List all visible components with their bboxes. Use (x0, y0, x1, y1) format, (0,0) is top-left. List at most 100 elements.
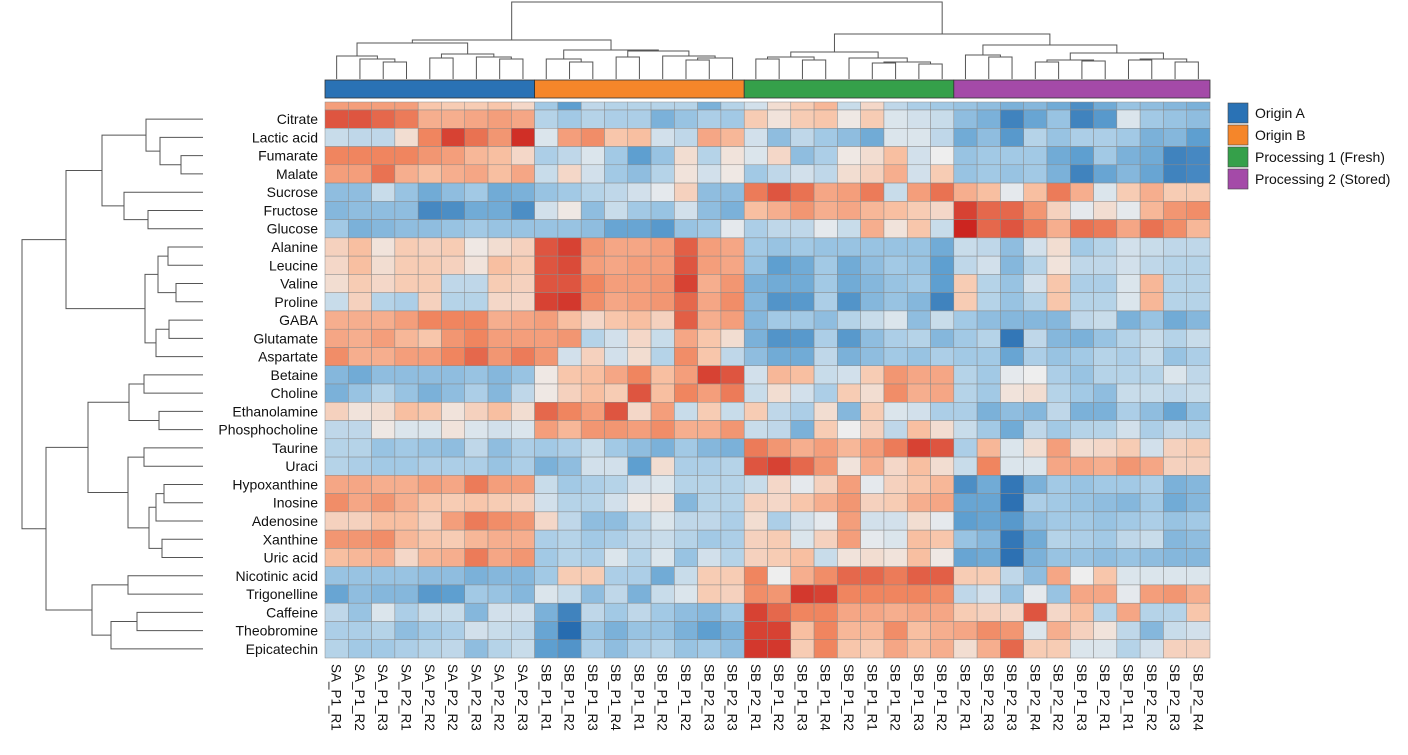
heatmap-cell (557, 146, 582, 166)
column-dendrogram (336, 1, 1199, 79)
heatmap-cell (1163, 602, 1187, 622)
heatmap-cell (953, 347, 978, 366)
heatmap-cell (697, 292, 722, 312)
heatmap-cell (487, 128, 512, 147)
heatmap-cell (906, 109, 931, 129)
heatmap-cell (627, 438, 652, 458)
row-label: Taurine (272, 440, 318, 456)
heatmap-cell (767, 548, 792, 567)
heatmap-cell (1023, 529, 1048, 549)
heatmap-cell (1023, 146, 1048, 166)
heatmap-cell (976, 101, 1001, 111)
row-label: Malate (276, 166, 318, 182)
heatmap-cell (837, 456, 861, 476)
legend-label: Processing 1 (Fresh) (1255, 149, 1385, 165)
heatmap-cell (1000, 566, 1024, 586)
heatmap-cell (1000, 274, 1024, 293)
heatmap-cell (906, 639, 931, 659)
heatmap-cell (720, 529, 745, 549)
heatmap-cell (697, 402, 722, 421)
heatmap-cell (837, 493, 861, 513)
heatmap-cell (1070, 383, 1094, 403)
column-label: SB_P1_R3 (585, 664, 600, 731)
heatmap-cell (1163, 164, 1187, 184)
row-label: Ethanolamine (232, 403, 318, 419)
heatmap-cell (1186, 548, 1211, 567)
heatmap-cell (464, 438, 489, 458)
heatmap-cell (1093, 365, 1118, 385)
heatmap-cell (1023, 292, 1048, 312)
heatmap-cell (417, 548, 442, 567)
column-label: SB_P2_R4 (1190, 664, 1205, 731)
heatmap-cell (720, 438, 745, 458)
heatmap-cell (1070, 365, 1094, 385)
heatmap-cell (743, 529, 768, 549)
heatmap-cell (1093, 383, 1118, 403)
heatmap-cell (837, 402, 861, 421)
heatmap-cell (1186, 109, 1211, 129)
heatmap-cell (348, 456, 372, 476)
column-label: SB_P2_R2 (1051, 664, 1066, 731)
heatmap-cell (511, 101, 535, 111)
legend-label: Origin A (1255, 105, 1305, 121)
heatmap-cell (674, 548, 698, 567)
heatmap-cell (557, 529, 582, 549)
dendrogram-branch (411, 39, 612, 50)
heatmap-cell (487, 310, 512, 330)
dendrogram-branch (155, 493, 203, 522)
heatmap-cell (813, 383, 838, 403)
heatmap-cell (743, 402, 768, 421)
heatmap-cell (1023, 201, 1048, 220)
heatmap-cell (720, 511, 745, 531)
heatmap-cell (417, 128, 442, 147)
heatmap-cell (837, 639, 861, 659)
heatmap-cell (441, 402, 465, 421)
dendrogram-branch (127, 456, 149, 529)
heatmap-cell (394, 292, 419, 312)
heatmap-cell (837, 584, 861, 604)
heatmap-cell (441, 493, 465, 513)
heatmap-cell (883, 420, 908, 440)
heatmap-cell (790, 274, 815, 293)
heatmap-cell (790, 529, 815, 549)
dendrogram-branch (871, 62, 897, 79)
heatmap-cell (953, 493, 978, 513)
heatmap-cell (1046, 292, 1071, 312)
heatmap-cell (604, 237, 629, 257)
dendrogram-branch (136, 611, 203, 632)
row-label: Nicotinic acid (236, 568, 318, 584)
heatmap-cell (860, 310, 885, 330)
heatmap-cell (720, 128, 745, 147)
heatmap-cell (1163, 292, 1187, 312)
heatmap-cell (650, 511, 675, 531)
heatmap-cell (883, 475, 908, 494)
heatmap-cell (1046, 347, 1071, 366)
heatmap-cell (906, 493, 931, 513)
heatmap-cell (1023, 128, 1048, 147)
column-label: SB_P1_R1 (538, 664, 553, 731)
heatmap-cell (1070, 584, 1094, 604)
heatmap-cell (417, 101, 442, 111)
heatmap-cell (813, 109, 838, 129)
heatmap-cell (674, 602, 698, 622)
heatmap-cell (767, 347, 792, 366)
heatmap-cell (1046, 164, 1071, 184)
heatmap-cell (1046, 438, 1071, 458)
heatmap-cell (627, 292, 652, 312)
heatmap-cell (1186, 237, 1211, 257)
heatmap-cell (650, 493, 675, 513)
heatmap-cell (720, 201, 745, 220)
dendrogram-branch (180, 155, 203, 175)
heatmap-cell (1093, 146, 1118, 166)
heatmap-cell (1139, 274, 1164, 293)
row-label: Fructose (264, 202, 319, 218)
heatmap-cell (1093, 402, 1118, 421)
heatmap-cell (348, 438, 372, 458)
heatmap-cell (580, 237, 605, 257)
column-label: SB_P2_R4 (1027, 664, 1042, 731)
heatmap-cell (860, 365, 885, 385)
heatmap-cell (1000, 255, 1024, 275)
heatmap-grid (324, 101, 1211, 659)
heatmap-cell (324, 456, 349, 476)
heatmap-cell (394, 109, 419, 129)
